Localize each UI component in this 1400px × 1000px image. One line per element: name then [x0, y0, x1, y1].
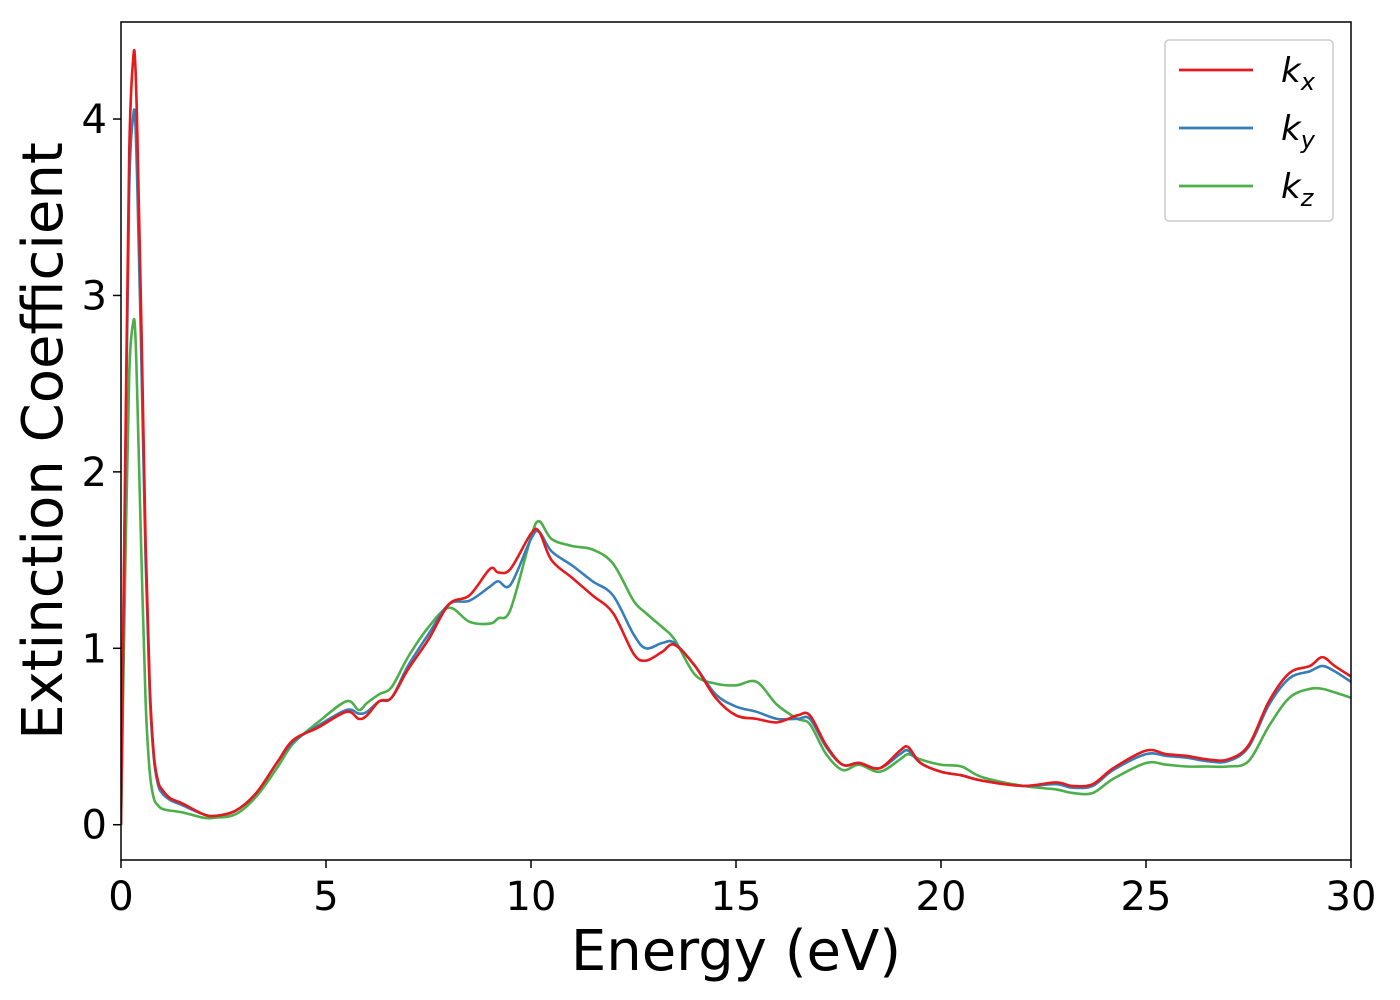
series-line-x — [121, 48, 1351, 825]
x-axis: 0 5 10 15 20 25 30 — [108, 860, 1376, 920]
legend-item-x: kx — [1179, 51, 1316, 96]
x-tick-label: 30 — [1326, 874, 1377, 920]
y-axis-label: Extinction Coefficient — [11, 142, 76, 740]
legend: kx ky kz — [1164, 39, 1334, 222]
series-line-z — [121, 317, 1351, 825]
x-tick-label: 25 — [1121, 874, 1172, 920]
legend-item-y: ky — [1179, 109, 1316, 154]
legend-item-z: kz — [1179, 167, 1315, 212]
y-tick-label: 3 — [82, 273, 107, 319]
legend-label: ky — [1281, 109, 1316, 154]
y-tick-label: 1 — [82, 626, 107, 672]
y-tick-label: 4 — [82, 97, 107, 143]
y-tick-label: 0 — [82, 803, 107, 849]
x-tick-label: 10 — [506, 874, 557, 920]
legend-box — [1164, 39, 1334, 222]
y-axis: 0 1 2 3 4 — [82, 97, 121, 849]
x-tick-label: 20 — [916, 874, 967, 920]
x-tick-label: 0 — [108, 874, 133, 920]
series-layer — [121, 48, 1351, 825]
legend-label: kz — [1281, 167, 1315, 212]
x-axis-label: Energy (eV) — [571, 919, 901, 984]
x-tick-label: 15 — [711, 874, 762, 920]
x-tick-label: 5 — [313, 874, 338, 920]
legend-label: kx — [1281, 51, 1316, 96]
y-tick-label: 2 — [82, 450, 107, 496]
